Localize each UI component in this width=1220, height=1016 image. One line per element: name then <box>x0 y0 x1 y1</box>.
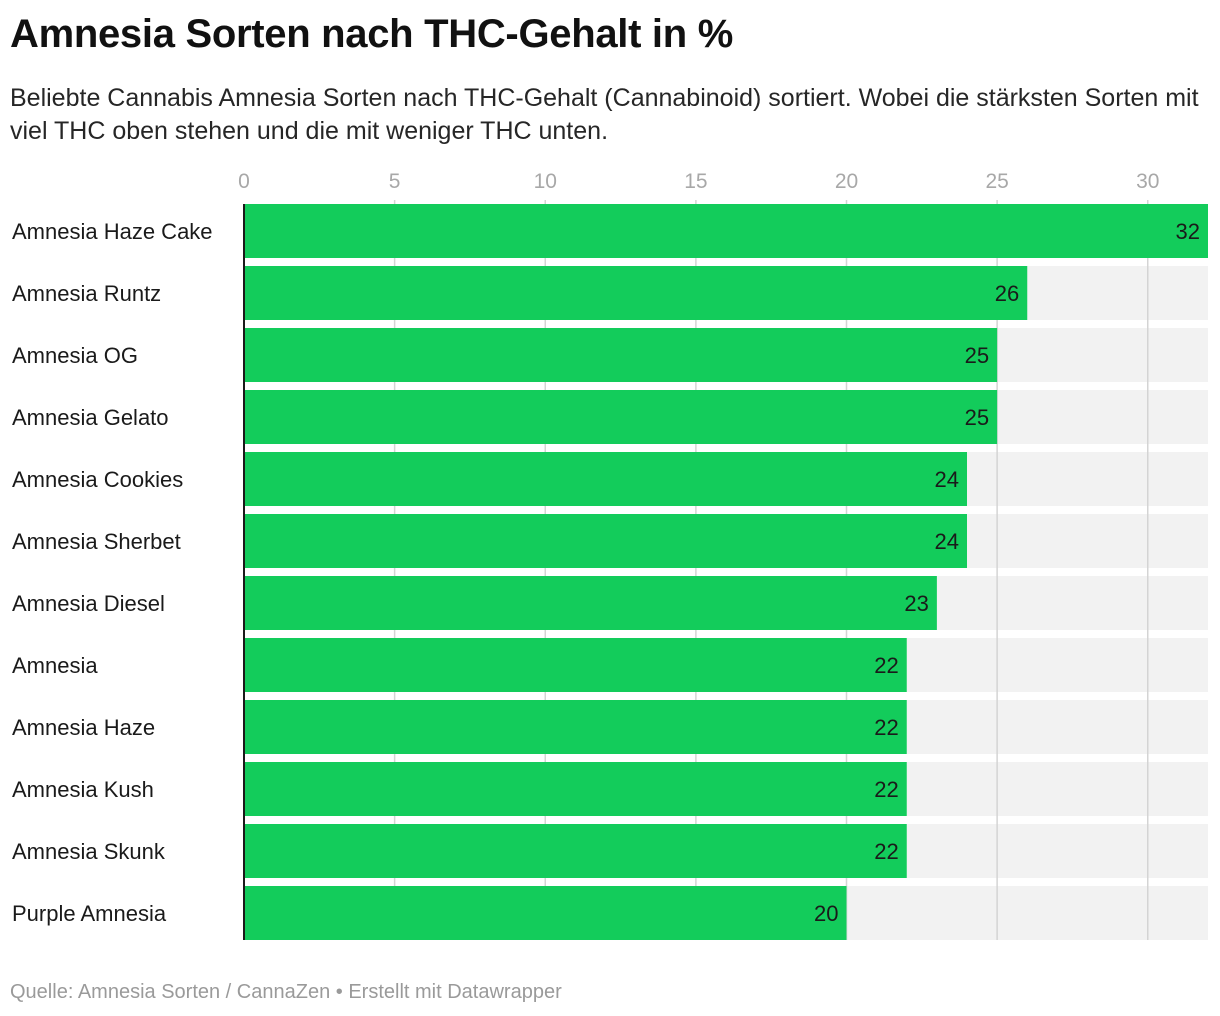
category-label: Amnesia Cookies <box>12 467 183 492</box>
category-label: Amnesia Haze <box>12 715 155 740</box>
chart-footer: Quelle: Amnesia Sorten / CannaZen • Erst… <box>10 981 562 1004</box>
x-tick-label: 5 <box>389 170 401 193</box>
bar-value-label: 32 <box>1176 219 1200 244</box>
category-label: Amnesia Sherbet <box>12 529 181 554</box>
category-label: Amnesia Haze Cake <box>12 219 213 244</box>
x-tick-label: 30 <box>1136 170 1159 193</box>
bar-value-label: 22 <box>874 715 898 740</box>
x-tick-label: 25 <box>985 170 1008 193</box>
bar <box>244 886 847 940</box>
bar-value-label: 22 <box>874 653 898 678</box>
bar-value-label: 22 <box>874 777 898 802</box>
bar-value-label: 23 <box>904 591 928 616</box>
category-label: Amnesia Gelato <box>12 405 169 430</box>
bar <box>244 328 998 382</box>
category-label: Amnesia Kush <box>12 777 154 802</box>
bar <box>244 762 907 816</box>
x-tick-label: 10 <box>534 170 557 193</box>
category-label: Amnesia <box>12 653 98 678</box>
chart-subtitle: Beliebte Cannabis Amnesia Sorten nach TH… <box>10 84 1199 145</box>
bar-value-label: 24 <box>935 467 959 492</box>
bar-chart: 0 5 10 15 20 25 30 32 Amnesia Haze Cake 26 Amnesia… <box>12 170 1208 940</box>
bar <box>244 266 1028 320</box>
bar-value-label: 25 <box>965 343 989 368</box>
credit-note: Erstellt mit Datawrapper <box>348 981 562 1003</box>
source-note: Quelle: Amnesia Sorten / CannaZen <box>10 981 331 1003</box>
footer-separator: • <box>335 981 343 1003</box>
x-tick-label: 0 <box>238 170 250 193</box>
bar-value-label: 24 <box>935 529 959 554</box>
bar <box>244 700 907 754</box>
bar-value-label: 25 <box>965 405 989 430</box>
category-label: Amnesia OG <box>12 343 138 368</box>
bar-value-label: 26 <box>995 281 1019 306</box>
category-label: Amnesia Diesel <box>12 591 165 616</box>
category-label: Amnesia Skunk <box>12 839 166 864</box>
bar <box>244 638 907 692</box>
x-tick-label: 15 <box>684 170 707 193</box>
x-tick-label: 20 <box>835 170 858 193</box>
bar <box>244 576 937 630</box>
bar <box>244 204 1208 258</box>
category-label: Purple Amnesia <box>12 901 167 926</box>
bar <box>244 514 967 568</box>
category-label: Amnesia Runtz <box>12 281 161 306</box>
chart-title: Amnesia Sorten nach THC-Gehalt in % <box>10 12 733 56</box>
bar-value-label: 20 <box>814 901 838 926</box>
bar <box>244 452 967 506</box>
bar <box>244 390 998 444</box>
bar-value-label: 22 <box>874 839 898 864</box>
bar <box>244 824 907 878</box>
